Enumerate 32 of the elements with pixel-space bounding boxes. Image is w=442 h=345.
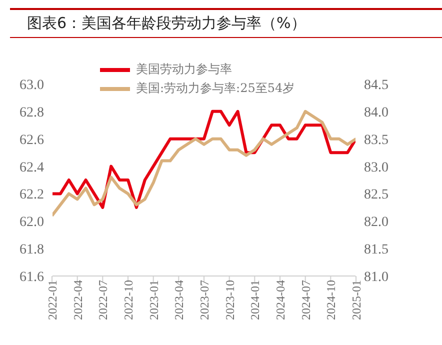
y2-tick-label: 82.0	[364, 215, 388, 230]
legend-label: 美国:劳动力参与率:25至54岁	[135, 80, 295, 97]
y2-tick-label: 83.0	[364, 160, 388, 176]
y-tick-label: 62.2	[20, 188, 44, 203]
y2-tick-label: 81.5	[364, 242, 388, 258]
x-tick-label: 2022-10	[122, 280, 136, 320]
x-tick-label: 2022-04	[70, 280, 85, 320]
y2-tick-label: 84.5	[364, 78, 388, 93]
y2-tick-label: 83.5	[364, 132, 388, 148]
y2-tick-label: 84.0	[364, 105, 388, 120]
y2-tick-label: 81.0	[364, 270, 388, 285]
y2-tick-label: 82.5	[364, 188, 388, 203]
y-tick-label: 61.6	[20, 270, 44, 285]
x-tick-label: 2022-07	[96, 280, 110, 320]
y-tick-label: 61.8	[20, 242, 44, 258]
x-tick-label: 2022-01	[46, 280, 60, 320]
y-tick-label: 62.0	[20, 215, 44, 230]
x-tick-label: 2024-01	[248, 280, 262, 320]
y-tick-label: 63.0	[20, 78, 44, 93]
x-tick-label: 2024-07	[298, 280, 313, 320]
y-tick-label: 62.8	[20, 105, 44, 120]
chart-title: 图表6：美国各年龄段劳动力参与率（%）	[10, 10, 442, 38]
legend-label: 美国劳动力参与率	[135, 61, 233, 78]
x-tick-label: 2023-10	[222, 280, 237, 320]
x-tick-label: 2024-10	[324, 280, 338, 320]
x-tick-label: 2024-04	[274, 280, 288, 320]
x-tick-label: 2023-04	[172, 280, 186, 320]
x-tick-label: 2023-07	[198, 280, 212, 320]
x-tick-label: 2025-01	[350, 280, 364, 320]
y-tick-label: 62.4	[20, 160, 44, 176]
y-tick-label: 62.6	[20, 132, 44, 148]
x-tick-label: 2023-01	[146, 280, 161, 320]
